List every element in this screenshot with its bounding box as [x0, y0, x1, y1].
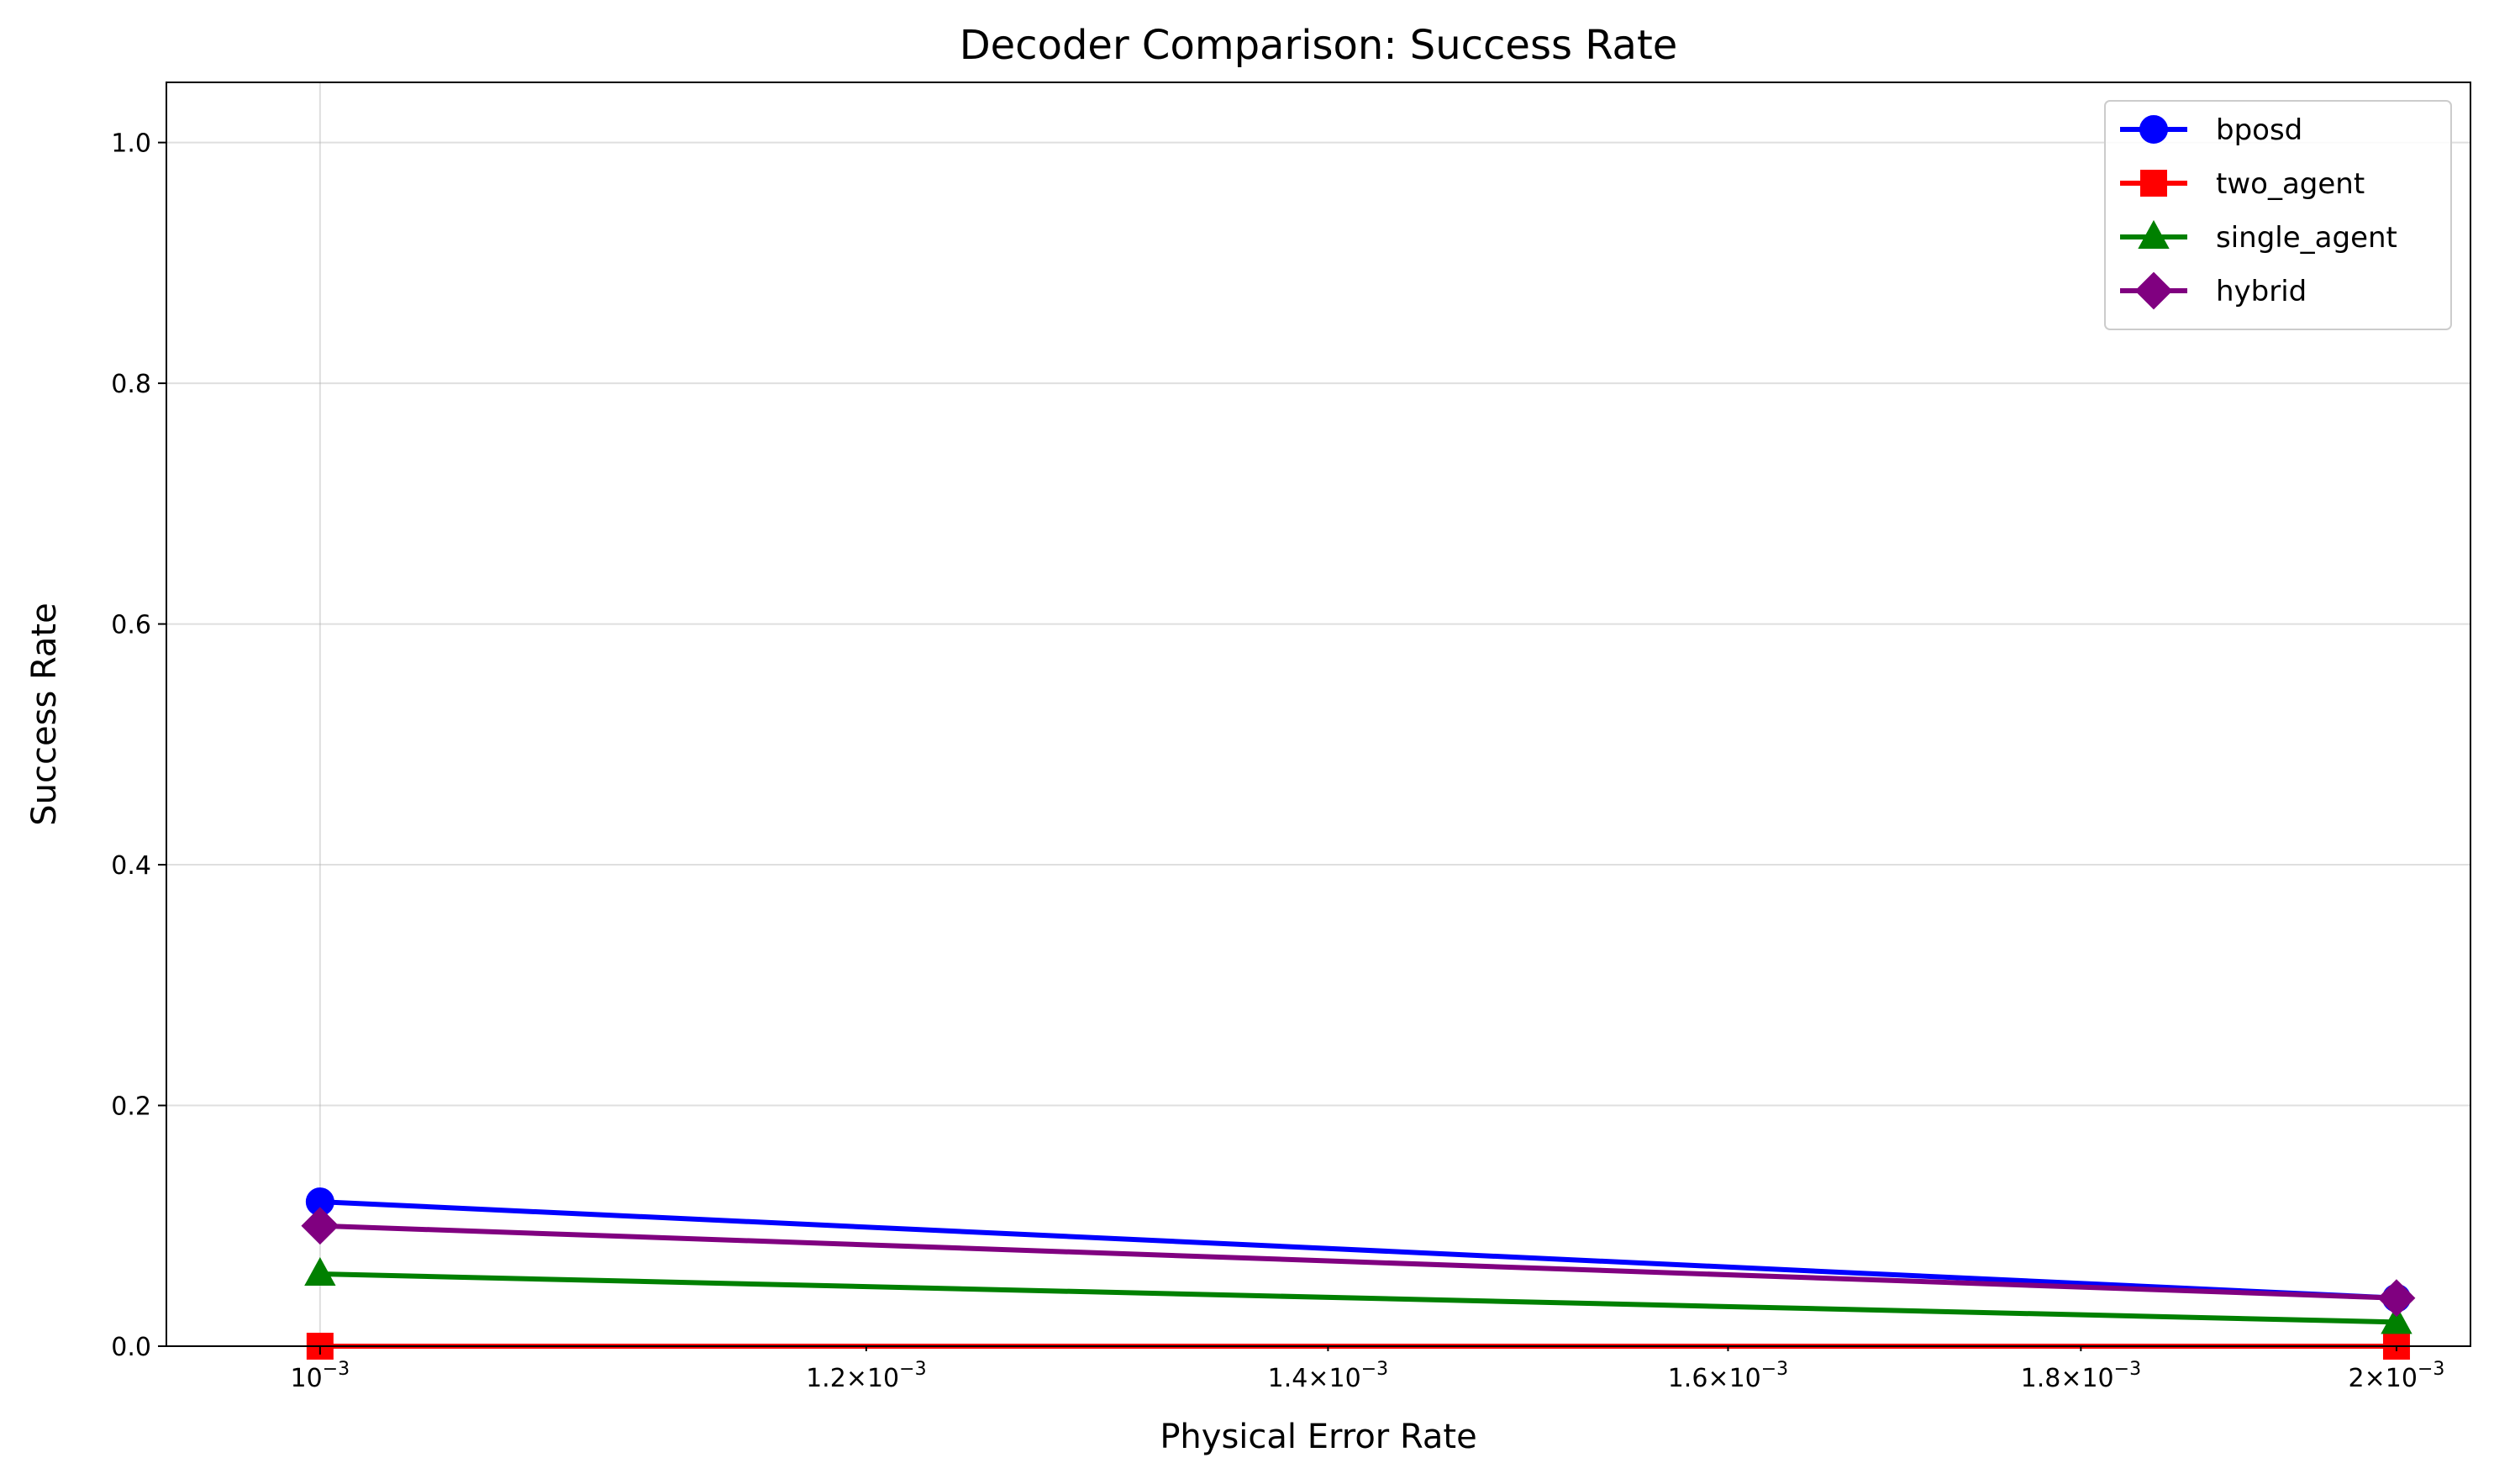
y-tick-label: 0.6 — [111, 611, 151, 640]
x-tick-base: 10 — [1329, 1364, 1361, 1393]
x-tick-mantissa: 2 — [2349, 1364, 2365, 1393]
x-tick-label: 1.8×10−3 — [2021, 1359, 2141, 1393]
series-line — [319, 1223, 2397, 1301]
y-tick-label: 0.4 — [111, 851, 151, 881]
legend-label: hybrid — [2216, 275, 2307, 308]
legend-item: hybrid — [2120, 271, 2307, 310]
x-tick-base: 10 — [1729, 1364, 1761, 1393]
series-line — [319, 1271, 2397, 1325]
chart-title: Decoder Comparison: Success Rate — [960, 22, 1678, 69]
x-tick-label: 1.4×10−3 — [1268, 1359, 1388, 1393]
legend-item: single_agent — [2120, 219, 2397, 255]
x-tick-exponent: −3 — [1761, 1359, 1788, 1380]
plot-area-frame — [166, 82, 2471, 1347]
x-tick-mantissa: 1.4 — [1268, 1364, 1308, 1393]
legend-item: two_agent — [2120, 167, 2365, 201]
x-tick-exponent: −3 — [899, 1359, 926, 1380]
legend-marker — [2138, 219, 2170, 249]
y-tick-label: 0.2 — [111, 1092, 151, 1122]
x-tick-times: × — [846, 1364, 867, 1393]
legend-label: two_agent — [2216, 167, 2365, 201]
legend-marker — [2134, 271, 2173, 310]
legend-label: bposd — [2216, 113, 2302, 147]
x-tick-times: × — [1308, 1364, 1329, 1393]
legend-marker — [2139, 115, 2168, 144]
x-tick-label: 10−3 — [291, 1359, 350, 1393]
data-point — [2381, 1305, 2412, 1334]
legend-box — [2104, 100, 2452, 330]
x-tick-exponent: −3 — [2114, 1359, 2141, 1380]
y-tick-label: 0.8 — [111, 370, 151, 399]
data-point — [2377, 1279, 2416, 1318]
x-tick-mantissa: 1.8 — [2021, 1364, 2061, 1393]
x-tick-times: × — [1707, 1364, 1728, 1393]
legend-item: bposd — [2120, 113, 2302, 147]
x-tick-exponent: −3 — [323, 1359, 350, 1380]
x-tick-mantissa: 1.6 — [1668, 1364, 1708, 1393]
series-hybrid — [301, 1207, 2416, 1318]
x-tick-exponent: −3 — [1361, 1359, 1388, 1380]
x-tick-label: 2×10−3 — [2349, 1359, 2445, 1393]
x-tick-exponent: −3 — [2418, 1359, 2444, 1380]
x-tick-base: 10 — [291, 1364, 323, 1393]
axis-ticks: 0.00.20.40.60.81.010−3 1.2×10−3 1.4×10−3 1.… — [111, 129, 2444, 1393]
x-tick-times: × — [2365, 1364, 2386, 1393]
x-tick-times: × — [2060, 1364, 2081, 1393]
x-tick-base: 10 — [2081, 1364, 2113, 1393]
y-tick-label: 0.0 — [111, 1333, 151, 1362]
x-axis-title: Physical Error Rate — [1160, 1418, 1476, 1456]
x-tick-label: 1.2×10−3 — [806, 1359, 926, 1393]
data-point — [304, 1256, 336, 1287]
y-tick-label: 1.0 — [111, 129, 151, 159]
legend-marker — [2140, 170, 2167, 197]
x-tick-base: 10 — [867, 1364, 899, 1393]
x-tick-mantissa: 1.2 — [806, 1364, 846, 1393]
y-axis-title: Success Rate — [25, 603, 64, 825]
legend-label: single_agent — [2216, 221, 2397, 255]
series-line — [319, 1199, 2397, 1301]
x-tick-base: 10 — [2386, 1364, 2418, 1393]
series-single_agent — [304, 1256, 2412, 1334]
data-point — [301, 1207, 339, 1245]
x-tick-label: 1.6×10−3 — [1668, 1359, 1788, 1393]
